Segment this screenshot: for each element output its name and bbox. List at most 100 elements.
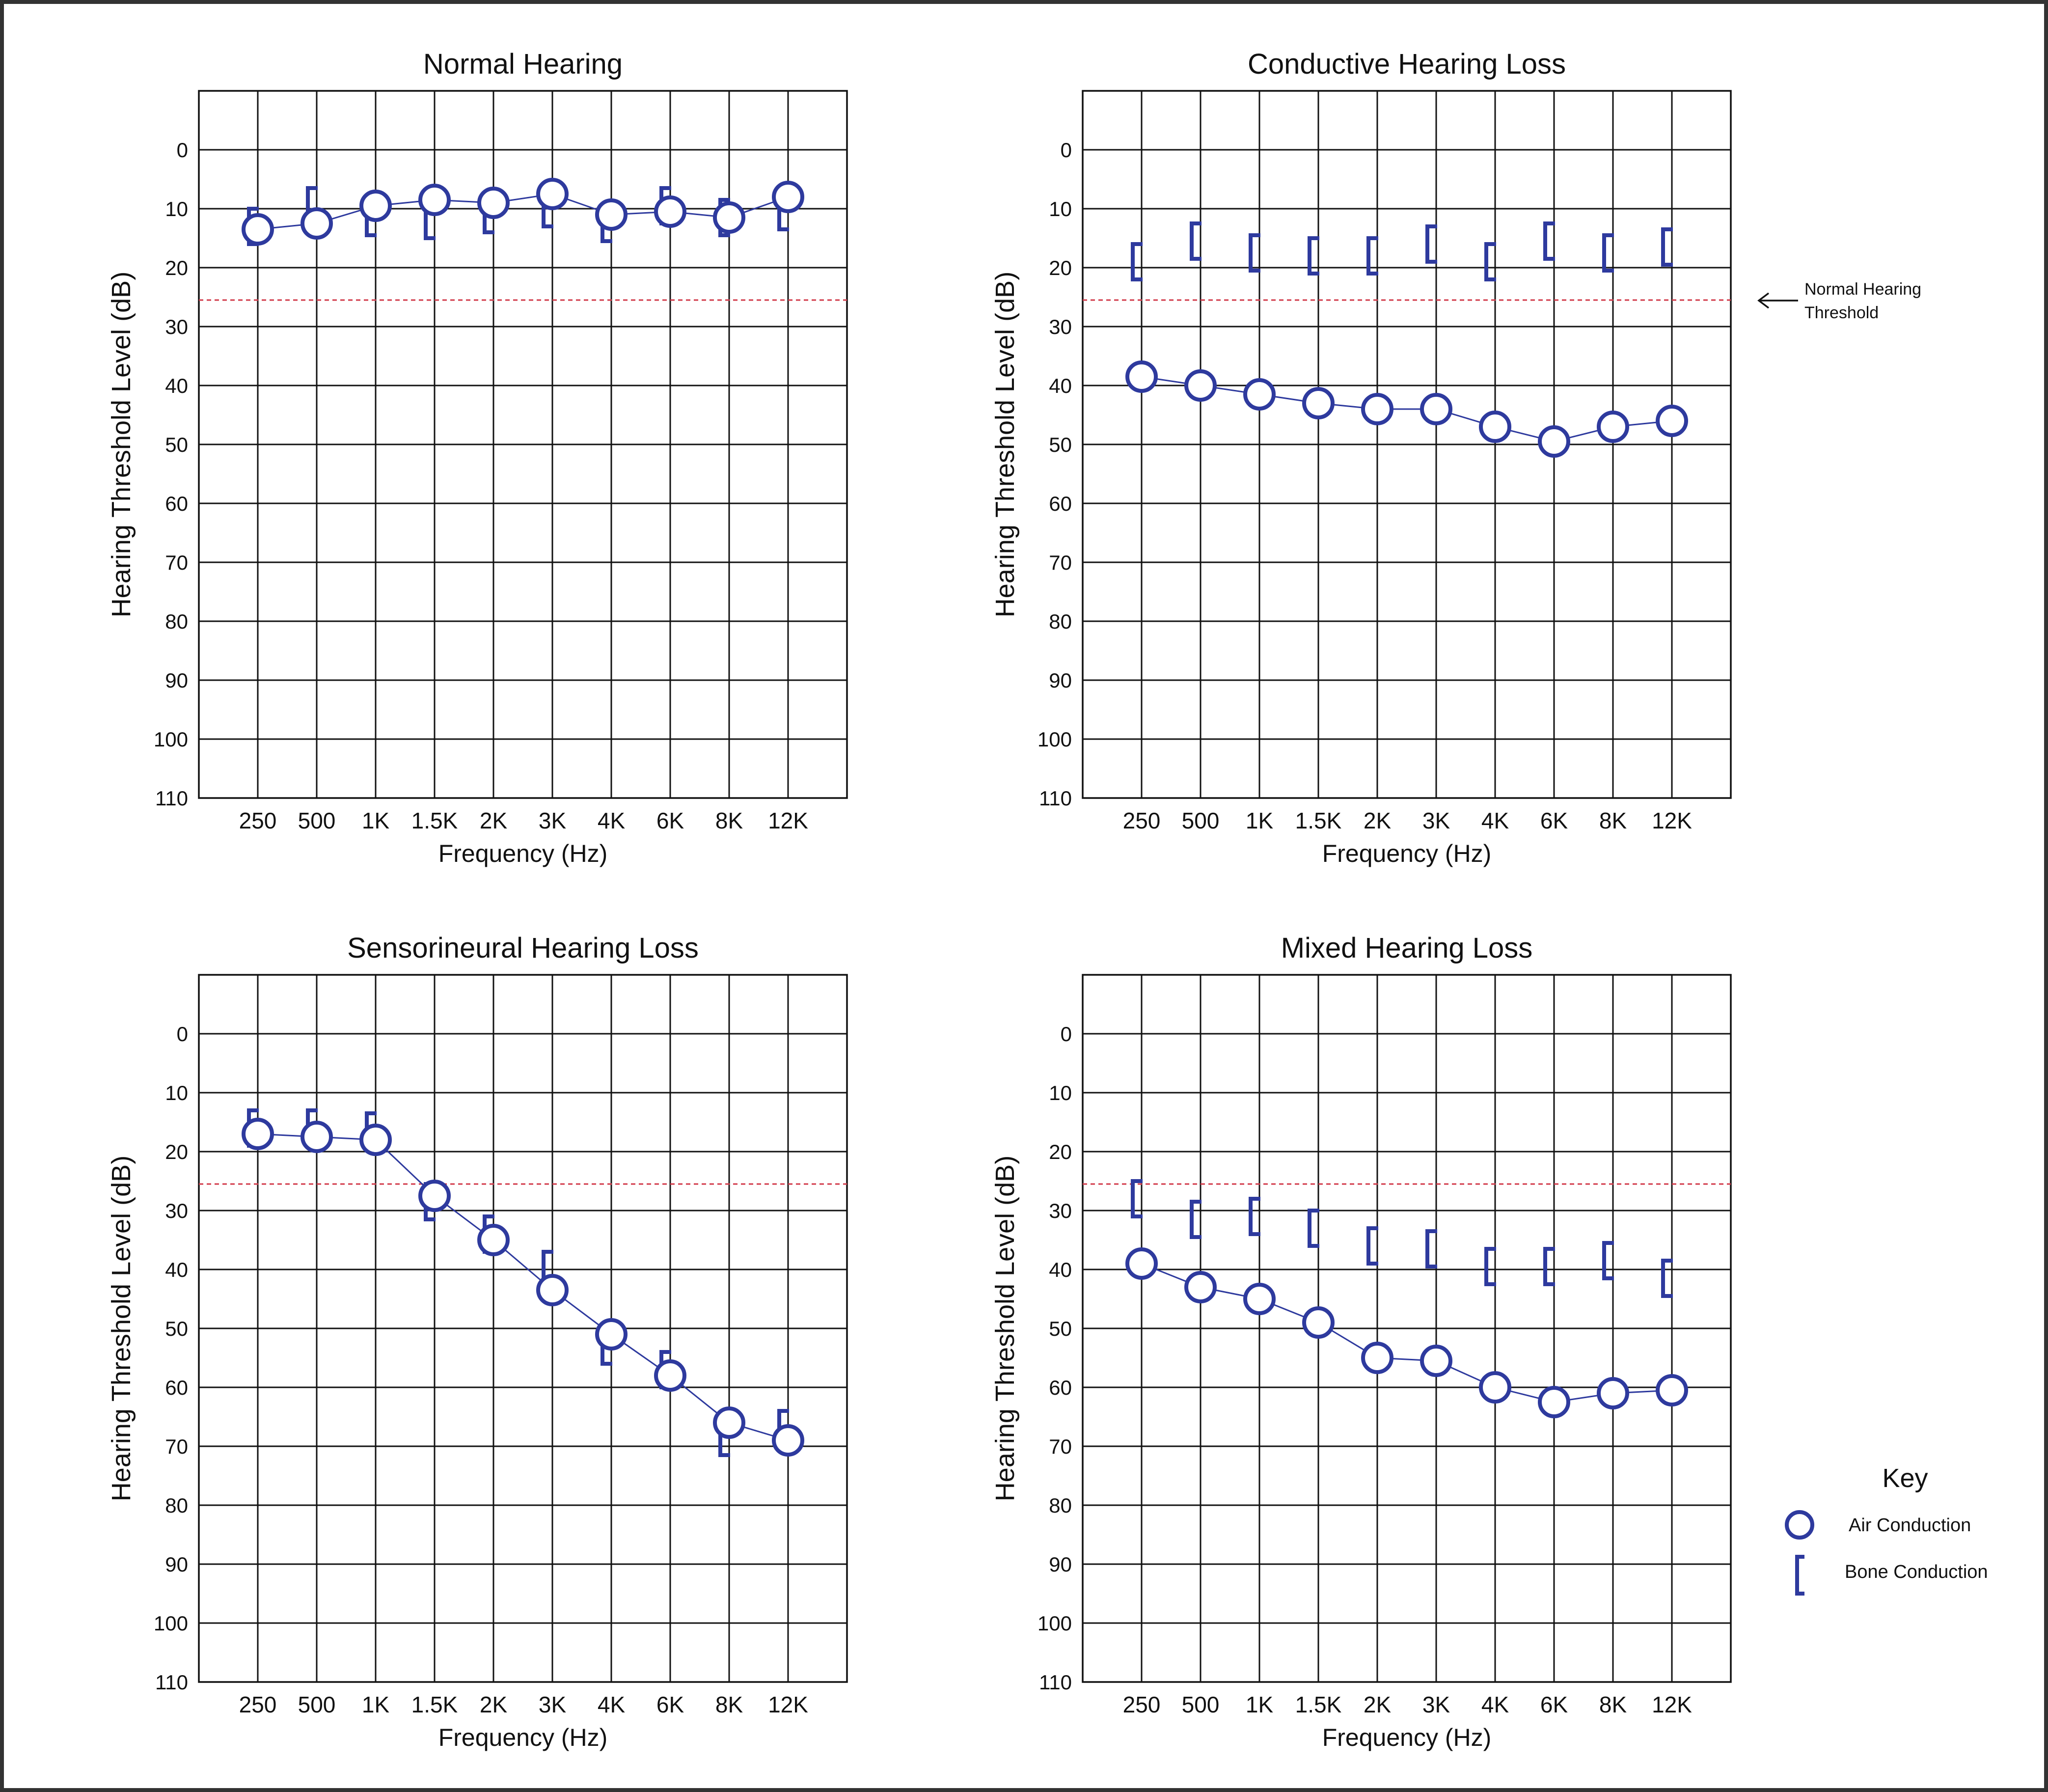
x-tick-label: 8K: [1599, 1692, 1627, 1717]
air-conduction-marker: [1420, 1345, 1452, 1377]
x-tick-label: 1.5K: [411, 808, 458, 833]
x-axis-label: Frequency (Hz): [1322, 1724, 1492, 1751]
y-tick-label: 70: [165, 1435, 188, 1458]
y-tick-label: 50: [165, 1317, 188, 1340]
air-conduction-marker: [1302, 387, 1335, 419]
air-conduction-marker: [1656, 1374, 1688, 1406]
x-tick-label: 6K: [656, 808, 684, 833]
bone-conduction-marker: [1190, 1200, 1201, 1239]
y-tick-label: 70: [1049, 1435, 1072, 1458]
x-tick-label: 12K: [768, 808, 808, 833]
y-tick-label: 30: [1049, 1199, 1072, 1222]
air-conduction-marker: [1361, 1342, 1393, 1374]
bone-conduction-marker: [1249, 233, 1260, 273]
air-conduction-marker: [359, 1124, 392, 1156]
threshold-note: Normal Hearing Threshold: [1757, 280, 1921, 322]
bone-conduction-marker: [1366, 236, 1378, 276]
x-tick-label: 500: [1182, 808, 1220, 833]
air-conduction-marker: [713, 1406, 745, 1439]
y-tick-label: 100: [1038, 1612, 1072, 1635]
key-air-label: Air Conduction: [1849, 1515, 1971, 1536]
x-tick-label: 1.5K: [1295, 808, 1342, 833]
x-tick-label: 8K: [1599, 808, 1627, 833]
air-conduction-marker: [418, 1180, 451, 1212]
air-conduction-marker: [418, 184, 451, 216]
key-bone-label: Bone Conduction: [1845, 1562, 1988, 1582]
y-tick-label: 40: [165, 374, 188, 397]
chart-title: Sensorineural Hearing Loss: [347, 932, 699, 964]
threshold-note-line-2: Threshold: [1804, 303, 1879, 322]
y-tick-label: 50: [1049, 433, 1072, 456]
y-tick-label: 70: [165, 551, 188, 574]
bone-conduction-marker: [1131, 242, 1143, 281]
air-conduction-marker: [1597, 1377, 1629, 1409]
chart-title: Normal Hearing: [423, 48, 623, 80]
chart-title: Conductive Hearing Loss: [1248, 48, 1566, 80]
bone-conduction-marker: [1661, 1259, 1673, 1298]
x-tick-label: 1.5K: [411, 1692, 458, 1717]
y-tick-label: 10: [1049, 197, 1072, 221]
x-tick-label: 12K: [1652, 808, 1692, 833]
x-tick-label: 4K: [598, 1692, 626, 1717]
y-tick-label: 0: [177, 138, 188, 162]
y-tick-label: 110: [1039, 787, 1072, 810]
x-tick-label: 250: [239, 1692, 277, 1717]
bone-conduction-marker: [1602, 233, 1614, 273]
x-tick-label: 1K: [1246, 1692, 1274, 1717]
bone-conduction-marker: [1543, 1247, 1555, 1286]
y-tick-label: 30: [1049, 315, 1072, 338]
x-tick-label: 6K: [1540, 1692, 1568, 1717]
air-conduction-line: [257, 193, 789, 230]
x-tick-label: 2K: [1364, 1692, 1392, 1717]
y-tick-label: 110: [155, 787, 188, 810]
y-tick-label: 110: [155, 1671, 188, 1694]
bone-conduction-marker: [1425, 1229, 1437, 1268]
air-conduction-marker: [536, 1274, 569, 1306]
key-legend: Key Air Conduction Bone Conduction: [1785, 1463, 1988, 1596]
x-tick-label: 250: [239, 808, 277, 833]
air-conduction-marker: [1479, 411, 1511, 443]
y-axis-label: Hearing Threshold Level (dB): [107, 1156, 136, 1501]
air-conduction-marker: [1243, 1283, 1276, 1315]
air-conduction-marker: [713, 201, 745, 234]
x-tick-label: 2K: [1364, 808, 1392, 833]
y-tick-label: 60: [165, 1376, 188, 1399]
y-tick-label: 80: [165, 610, 188, 633]
bone-conduction-key-icon: [1795, 1555, 1804, 1596]
y-tick-label: 90: [165, 1553, 188, 1576]
bone-conduction-marker: [1308, 1209, 1319, 1248]
bone-conduction-marker: [1661, 227, 1673, 267]
y-tick-label: 90: [1049, 669, 1072, 692]
charts-layer: Normal Hearing 0 10 20 30 40 50 60 70 80 90 100 110 2…: [107, 48, 1732, 1751]
chart-panel: Sensorineural Hearing Loss 0 10 20 30 40 50 60 7…: [107, 932, 848, 1751]
y-tick-label: 30: [165, 1199, 188, 1222]
x-tick-label: 500: [298, 808, 336, 833]
y-tick-label: 0: [177, 1022, 188, 1046]
chart-title: Mixed Hearing Loss: [1281, 932, 1533, 964]
x-tick-label: 2K: [480, 808, 508, 833]
y-tick-label: 20: [165, 256, 188, 279]
chart-panel: Normal Hearing 0 10 20 30 40 50 60 70 80 90 100 110 2…: [107, 48, 848, 867]
air-conduction-marker: [1243, 378, 1276, 411]
bone-conduction-marker: [1484, 1247, 1496, 1286]
air-conduction-line: [257, 1133, 789, 1441]
air-conduction-marker: [536, 178, 569, 210]
air-conduction-marker: [595, 198, 628, 231]
air-conduction-marker: [1184, 1271, 1217, 1303]
y-tick-label: 20: [1049, 256, 1072, 279]
bone-conduction-marker: [1425, 224, 1437, 264]
y-tick-label: 50: [1049, 1317, 1072, 1340]
air-conduction-marker: [1597, 411, 1629, 443]
x-tick-label: 4K: [1481, 808, 1509, 833]
bone-conduction-marker: [1484, 242, 1496, 281]
air-conduction-marker: [595, 1318, 628, 1351]
x-tick-label: 4K: [598, 808, 626, 833]
x-tick-label: 3K: [1422, 808, 1450, 833]
air-conduction-marker: [1125, 1247, 1158, 1280]
y-axis-label: Hearing Threshold Level (dB): [990, 1156, 1020, 1501]
x-tick-label: 3K: [539, 808, 567, 833]
y-tick-label: 90: [1049, 1553, 1072, 1576]
x-axis-label: Frequency (Hz): [1322, 840, 1492, 867]
air-conduction-marker: [1125, 360, 1158, 393]
y-tick-label: 60: [1049, 1376, 1072, 1399]
